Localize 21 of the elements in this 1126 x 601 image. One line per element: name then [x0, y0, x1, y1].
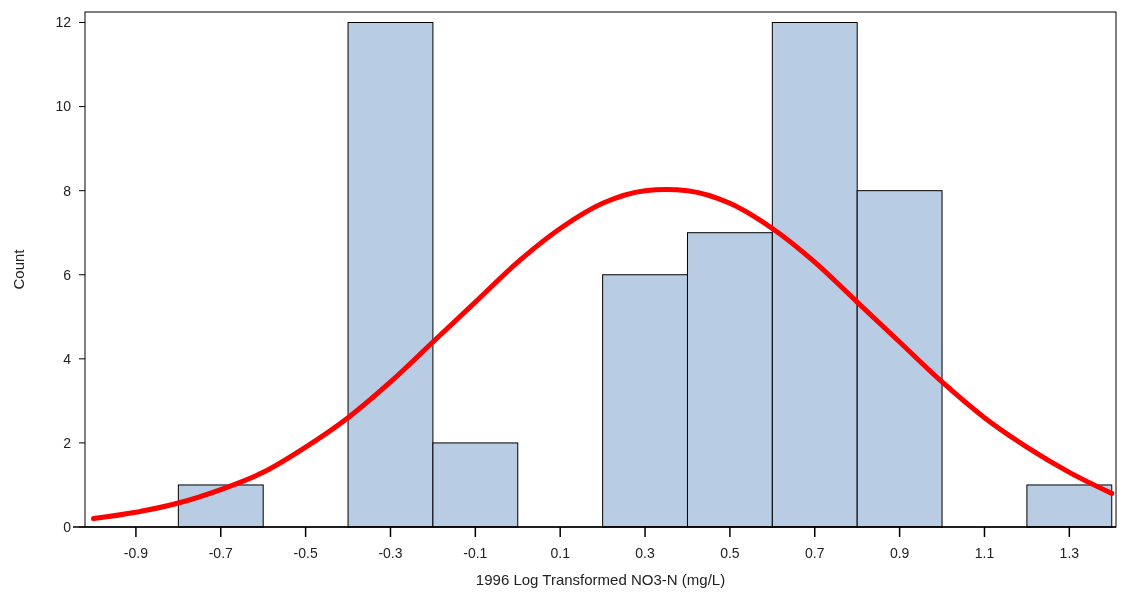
x-axis-title: 1996 Log Transformed NO3-N (mg/L)	[475, 571, 726, 588]
y-tick-label: 10	[55, 98, 72, 115]
x-tick-label: -0.9	[123, 545, 149, 561]
y-tick-label: 8	[63, 182, 72, 199]
x-tick-label: 0.5	[720, 545, 740, 561]
x-tick-label: -0.5	[293, 545, 318, 561]
y-tick-label: 2	[63, 434, 72, 451]
y-tick-label: 12	[55, 14, 72, 31]
y-tick-label: 6	[63, 266, 72, 283]
x-tick-label: 0.3	[635, 545, 655, 561]
y-axis-title: Count	[10, 248, 27, 290]
x-tick-label: 0.7	[805, 545, 825, 561]
x-tick-label: -0.3	[378, 545, 403, 561]
x-tick-label: 0.1	[550, 545, 571, 561]
x-tick-label: 0.9	[889, 545, 910, 561]
x-tick-label: -0.7	[208, 545, 234, 561]
y-tick-label: 0	[63, 518, 72, 535]
x-tick-label: 1.1	[974, 545, 995, 561]
x-tick-label: -0.1	[463, 545, 488, 561]
y-tick-label: 4	[63, 350, 72, 367]
x-tick-label: 1.3	[1059, 545, 1080, 561]
